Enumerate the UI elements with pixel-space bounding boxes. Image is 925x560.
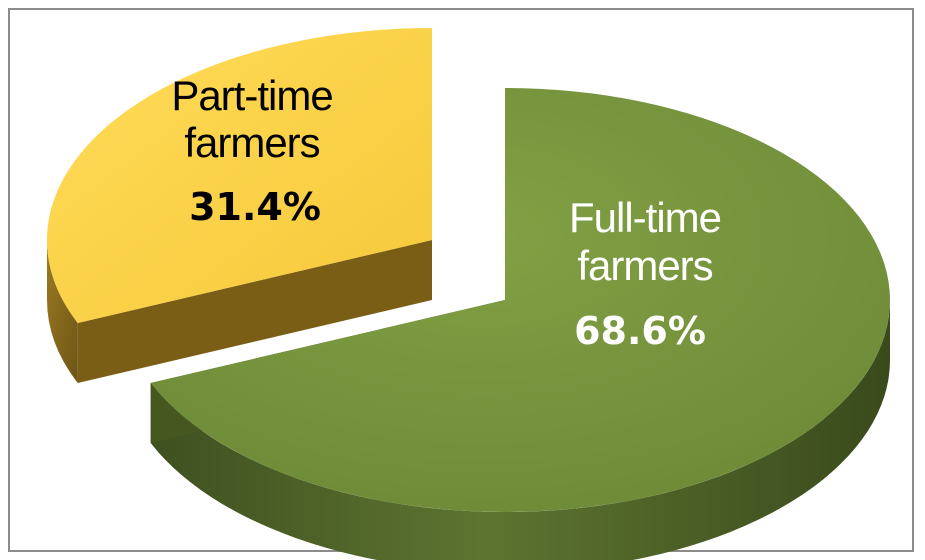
slice-name-full-time-line2: farmers xyxy=(577,242,712,289)
slice-label-full-time: Full-time farmers 68.6% xyxy=(569,194,722,353)
slice-side-full-time-rim xyxy=(150,300,890,560)
slice-side-part-time-rim xyxy=(46,240,78,383)
slice-name-full-time-line1: Full-time xyxy=(569,194,721,241)
slice-label-part-time: Part-time farmers 31.4% xyxy=(171,72,333,229)
slice-full-time xyxy=(150,88,890,512)
slice-part-time xyxy=(46,27,432,324)
slice-side-part-time-cut xyxy=(77,240,432,383)
slice-value-full-time: 68.6% xyxy=(574,309,706,353)
slice-name-part-time-line1: Part-time xyxy=(171,72,332,119)
slice-value-part-time: 31.4% xyxy=(189,185,321,229)
slice-name-part-time-line2: farmers xyxy=(184,119,319,166)
